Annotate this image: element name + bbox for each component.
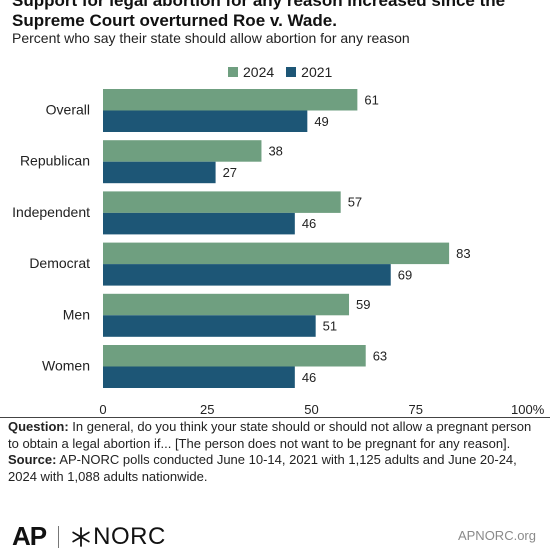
value-label-men-2021: 51	[323, 319, 337, 334]
value-label-overall-2021: 49	[314, 114, 328, 129]
legend-swatch-2024	[228, 67, 238, 77]
value-label-independent-2021: 46	[302, 216, 316, 231]
bar-democrat-2021	[103, 264, 391, 286]
x-tick-label: 75	[409, 402, 423, 417]
category-label-republican: Republican	[20, 153, 90, 169]
notes-divider	[0, 417, 550, 418]
chart-notes: Question: In general, do you think your …	[8, 419, 542, 485]
bar-independent-2021	[103, 212, 295, 235]
source-text: AP-NORC polls conducted June 10-14, 2021…	[8, 452, 517, 484]
x-tick-label: 100%	[511, 402, 545, 417]
question-label: Question:	[8, 419, 69, 434]
bar-men-2024	[103, 293, 350, 316]
chart-title-line1: Support for legal abortion for any reaso…	[12, 0, 506, 10]
value-label-independent-2024: 57	[348, 195, 362, 210]
value-label-democrat-2024: 83	[456, 246, 470, 261]
value-label-overall-2024: 61	[364, 92, 378, 107]
bar-chart: Overall 61 49 Republican 38 27 Independent 57 46…	[12, 89, 545, 417]
category-label-democrat: Democrat	[29, 255, 90, 271]
norc-logo-text: NORC	[93, 522, 166, 550]
bar-overall-2024	[103, 89, 358, 111]
legend-item-2021: 2021	[286, 64, 332, 80]
question-note: Question: In general, do you think your …	[8, 419, 542, 452]
category-label-men: Men	[63, 306, 90, 322]
legend-item-2024: 2024	[228, 64, 274, 80]
site-url: APNORC.org	[457, 528, 536, 543]
bar-overall-2021	[103, 110, 308, 132]
value-label-women-2021: 46	[302, 370, 316, 385]
value-label-republican-2024: 38	[268, 143, 282, 158]
category-label-overall: Overall	[46, 102, 90, 118]
question-text: In general, do you think your state shou…	[8, 419, 532, 451]
bar-republican-2021	[103, 161, 216, 184]
ap-logo: AP	[12, 521, 47, 551]
category-label-independent: Independent	[12, 204, 90, 220]
legend: 2024 2021	[228, 64, 344, 80]
bar-independent-2024	[103, 191, 341, 213]
x-tick-label: 50	[304, 402, 318, 417]
x-tick-label: 0	[99, 402, 106, 417]
logo-separator	[58, 525, 60, 548]
norc-logo: NORC	[71, 523, 166, 551]
chart-title-line2: Supreme Court overturned Roe v. Wade.	[12, 11, 337, 30]
bar-women-2024	[103, 345, 366, 367]
source-note: Source: AP-NORC polls conducted June 10-…	[8, 452, 542, 485]
legend-label-2024: 2024	[243, 64, 275, 80]
category-label-women: Women	[42, 358, 90, 374]
value-label-women-2024: 63	[373, 348, 387, 363]
value-label-democrat-2021: 69	[398, 267, 412, 282]
bar-democrat-2024	[103, 242, 450, 265]
bar-men-2021	[103, 315, 316, 337]
norc-star-icon	[72, 526, 90, 547]
value-label-republican-2021: 27	[223, 165, 237, 180]
bar-republican-2024	[103, 140, 262, 162]
legend-swatch-2021	[286, 67, 297, 77]
bar-women-2021	[103, 366, 295, 388]
footer-logos: AP NORC	[12, 521, 166, 552]
chart-subtitle: Percent who say their state should allow…	[12, 30, 410, 46]
x-tick-label: 25	[200, 402, 214, 417]
legend-label-2021: 2021	[301, 64, 333, 80]
value-label-men-2024: 59	[356, 297, 370, 312]
chart-title: Support for legal abortion for any reaso…	[12, 0, 542, 31]
source-label: Source:	[8, 452, 57, 467]
